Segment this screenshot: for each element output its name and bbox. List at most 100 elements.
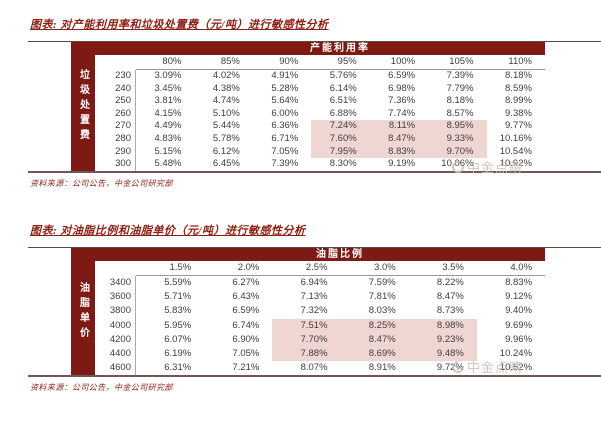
table-cell: 9.19% bbox=[388, 158, 416, 170]
table-cell: 6.45% bbox=[212, 158, 240, 170]
table-cell: 5.95% bbox=[164, 319, 192, 331]
table-cell: 5.83% bbox=[164, 305, 192, 317]
table-cell: 7.21% bbox=[232, 362, 260, 374]
table-cell: 6.74% bbox=[232, 319, 260, 331]
table-cell: 10.92% bbox=[499, 158, 532, 170]
table-cell: 8.18% bbox=[505, 70, 532, 81]
row-cells: 4.49% 5.44% 6.36% 7.24% 8.11% 8.95% 9.77% bbox=[135, 120, 545, 133]
row-header: 3800 bbox=[109, 305, 131, 317]
row-cells: 80% 85% 90% 95% 100% 105% 110% bbox=[135, 55, 545, 70]
row-header: 250 bbox=[115, 95, 131, 107]
table-row: 280 4.83% 5.78% 6.71% 7.60% 8.47% 9.33% 10.16% bbox=[95, 132, 545, 146]
table-cell: 10.06% bbox=[441, 158, 474, 170]
table-cell: 5.71% bbox=[164, 291, 192, 303]
table-cell: 8.69% bbox=[340, 346, 409, 362]
table-cell: 6.43% bbox=[232, 291, 260, 303]
row-cells: 5.71% 6.43% 7.13% 7.81% 8.47% 9.12% bbox=[135, 290, 545, 305]
table-cell: 7.51% bbox=[272, 318, 341, 333]
row-cells: 3.81% 4.74% 5.64% 6.51% 7.36% 8.18% 8.99% bbox=[135, 95, 545, 108]
table-cell: 4.49% bbox=[154, 120, 182, 132]
figure-title: 图表: 对产能利用率和垃圾处置费（元/吨）进行敏感性分析 bbox=[30, 19, 329, 31]
table-cell: 7.32% bbox=[300, 305, 328, 317]
table-cell: 4.91% bbox=[271, 70, 299, 81]
table-row: 300 5.48% 6.45% 7.39% 8.30% 9.19% 10.06% 10.92% bbox=[95, 158, 545, 171]
table-cell: 7.74% bbox=[388, 107, 416, 119]
table-row: 290 5.15% 6.12% 7.05% 7.95% 8.83% 9.70% 10.54% bbox=[95, 145, 545, 159]
table-cell: 8.73% bbox=[436, 305, 464, 317]
table-cell: 8.07% bbox=[300, 362, 328, 374]
table-cell: 8.83% bbox=[369, 145, 429, 159]
column-header: 110% bbox=[486, 55, 545, 70]
column-header: 100% bbox=[369, 55, 429, 70]
table-row: 4000 5.95% 6.74% 7.51% 8.25% 8.98% 9.69% bbox=[95, 318, 545, 333]
table-cell: 8.98% bbox=[408, 318, 477, 333]
table-cell: 9.70% bbox=[428, 145, 487, 159]
table-cell: 8.03% bbox=[368, 305, 396, 317]
table-cell: 4.74% bbox=[212, 95, 240, 107]
figure-capacity-utilization-sensitivity: 图表: 对产能利用率和垃圾处置费（元/吨）进行敏感性分析 产能利用率 垃圾处置费… bbox=[28, 15, 601, 189]
column-header: 4.0% bbox=[476, 261, 546, 276]
row-header: 300 bbox=[115, 158, 131, 170]
column-header: 105% bbox=[428, 55, 487, 70]
row-group-band: 垃圾处置费 bbox=[71, 42, 95, 171]
row-header: 4600 bbox=[109, 362, 131, 374]
table-cell: 8.22% bbox=[436, 277, 464, 288]
table-cell: 5.48% bbox=[154, 158, 182, 170]
table-cell: 7.39% bbox=[271, 158, 299, 170]
column-header: 2.5% bbox=[272, 261, 341, 276]
table-cell: 6.07% bbox=[164, 333, 192, 345]
table-cell: 8.99% bbox=[505, 95, 532, 107]
table-cell: 8.47% bbox=[436, 291, 464, 303]
source-note: 资料来源：公司公告，中金公司研究部 bbox=[30, 383, 173, 393]
table-cell: 9.96% bbox=[505, 333, 533, 345]
column-header: 85% bbox=[194, 55, 253, 70]
table-cell: 10.24% bbox=[499, 347, 533, 359]
column-header: 1.5% bbox=[136, 261, 205, 276]
table-row: 3400 5.59% 6.27% 6.94% 7.59% 8.22% 8.83% bbox=[95, 276, 545, 291]
column-group-band: 产能利用率 bbox=[71, 42, 545, 55]
row-cells: 5.59% 6.27% 6.94% 7.59% 8.22% 8.83% bbox=[135, 276, 545, 291]
row-cells: 5.15% 6.12% 7.05% 7.95% 8.83% 9.70% 10.54% bbox=[135, 145, 545, 159]
table-cell: 4.38% bbox=[212, 82, 240, 94]
table-cell: 7.05% bbox=[232, 347, 260, 359]
row-header: 270 bbox=[115, 120, 131, 132]
row-header-spacer bbox=[95, 261, 135, 276]
table-cell: 5.64% bbox=[271, 95, 299, 107]
table-cell: 4.02% bbox=[212, 70, 240, 81]
table-cell: 8.18% bbox=[446, 95, 474, 107]
table-cell: 5.10% bbox=[212, 107, 240, 119]
table-row: 4200 6.07% 6.90% 7.70% 8.47% 9.23% 9.96% bbox=[95, 332, 545, 347]
table-cell: 9.33% bbox=[428, 132, 487, 146]
table-cell: 6.27% bbox=[232, 277, 260, 288]
table-cell: 9.72% bbox=[436, 362, 464, 374]
table-header-row: 1.5% 2.0% 2.5% 3.0% 3.5% 4.0% bbox=[95, 261, 546, 276]
row-group-label: 垃圾处置费 bbox=[77, 68, 89, 144]
sensitivity-table-1: 产能利用率 垃圾处置费 80% 85% 90% 95% 100% 105% 110% 230 3… bbox=[28, 41, 601, 173]
figure-title: 图表: 对油脂比例和油脂单价（元/吨）进行敏感性分析 bbox=[30, 225, 306, 237]
table-cell: 3.45% bbox=[154, 82, 182, 94]
row-group-band: 油脂单价 bbox=[71, 248, 95, 376]
table-cell: 6.88% bbox=[329, 107, 357, 119]
table-cell: 6.94% bbox=[300, 277, 328, 288]
row-header: 4000 bbox=[109, 319, 131, 331]
figure-oil-ratio-sensitivity: 图表: 对油脂比例和油脂单价（元/吨）进行敏感性分析 油脂比例 油脂单价 1.5… bbox=[28, 221, 601, 393]
column-header: 3.5% bbox=[408, 261, 477, 276]
table-cell: 6.14% bbox=[329, 82, 357, 94]
table-cell: 6.31% bbox=[164, 362, 192, 374]
table-cell: 5.28% bbox=[271, 82, 299, 94]
table-cell: 8.57% bbox=[446, 107, 474, 119]
table-cell: 6.59% bbox=[388, 70, 416, 81]
row-cells: 6.31% 7.21% 8.07% 8.91% 9.72% 10.52% bbox=[135, 361, 545, 376]
table-row: 3600 5.71% 6.43% 7.13% 7.81% 8.47% 9.12% bbox=[95, 290, 545, 305]
table-cell: 5.15% bbox=[154, 145, 182, 157]
table-cell: 9.12% bbox=[505, 291, 533, 303]
table-row: 3800 5.83% 6.59% 7.32% 8.03% 8.73% 9.40% bbox=[95, 304, 545, 319]
row-cells: 3.45% 4.38% 5.28% 6.14% 6.98% 7.79% 8.59% bbox=[135, 82, 545, 96]
column-group-label: 油脂比例 bbox=[316, 249, 364, 260]
table-cell: 9.23% bbox=[408, 332, 477, 347]
table-cell: 8.25% bbox=[340, 318, 409, 333]
table-row: 260 4.15% 5.10% 6.00% 6.88% 7.74% 8.57% 9.38% bbox=[95, 107, 545, 121]
table-cell: 7.95% bbox=[311, 145, 370, 159]
table-cell: 8.91% bbox=[368, 362, 396, 374]
row-cells: 3.09% 4.02% 4.91% 5.76% 6.59% 7.39% 8.18% bbox=[135, 70, 545, 83]
